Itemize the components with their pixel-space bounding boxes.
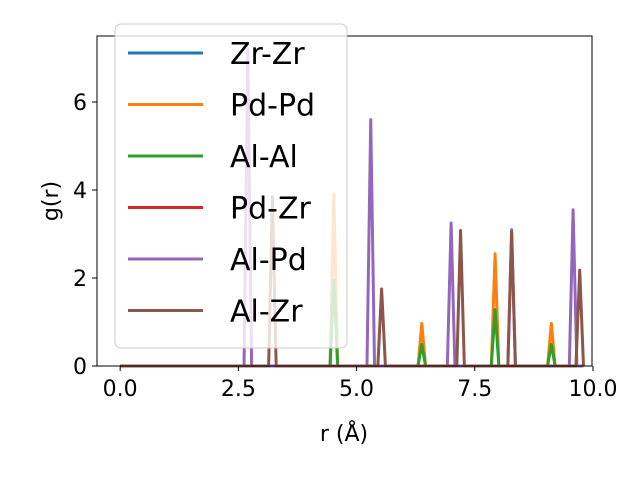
x-tick-label: 2.5 <box>221 377 256 402</box>
y-axis-label: g(r) <box>39 181 64 221</box>
legend-label-al-al: Al-Al <box>230 140 298 175</box>
x-axis: 0.0 2.5 5.0 7.5 10.0 <box>103 366 617 402</box>
legend-label-pd-pd: Pd-Pd <box>230 89 315 124</box>
legend-label-al-zr: Al-Zr <box>230 295 303 330</box>
x-axis-label: r (Å) <box>320 420 368 447</box>
y-axis: 0 2 4 6 <box>73 91 97 380</box>
y-tick-label: 0 <box>73 355 87 380</box>
x-tick-label: 10.0 <box>568 377 617 402</box>
legend-label-al-pd: Al-Pd <box>230 243 307 278</box>
legend-label-pd-zr: Pd-Zr <box>230 192 312 227</box>
x-tick-label: 0.0 <box>103 377 138 402</box>
legend-label-zr-zr: Zr-Zr <box>230 37 305 72</box>
x-tick-label: 5.0 <box>339 377 374 402</box>
x-tick-label: 7.5 <box>457 377 492 402</box>
y-tick-label: 2 <box>73 267 87 292</box>
y-tick-label: 4 <box>73 179 87 204</box>
legend: Zr-Zr Pd-Pd Al-Al Pd-Zr Al-Pd Al-Zr <box>114 23 348 349</box>
y-tick-label: 6 <box>73 91 87 116</box>
